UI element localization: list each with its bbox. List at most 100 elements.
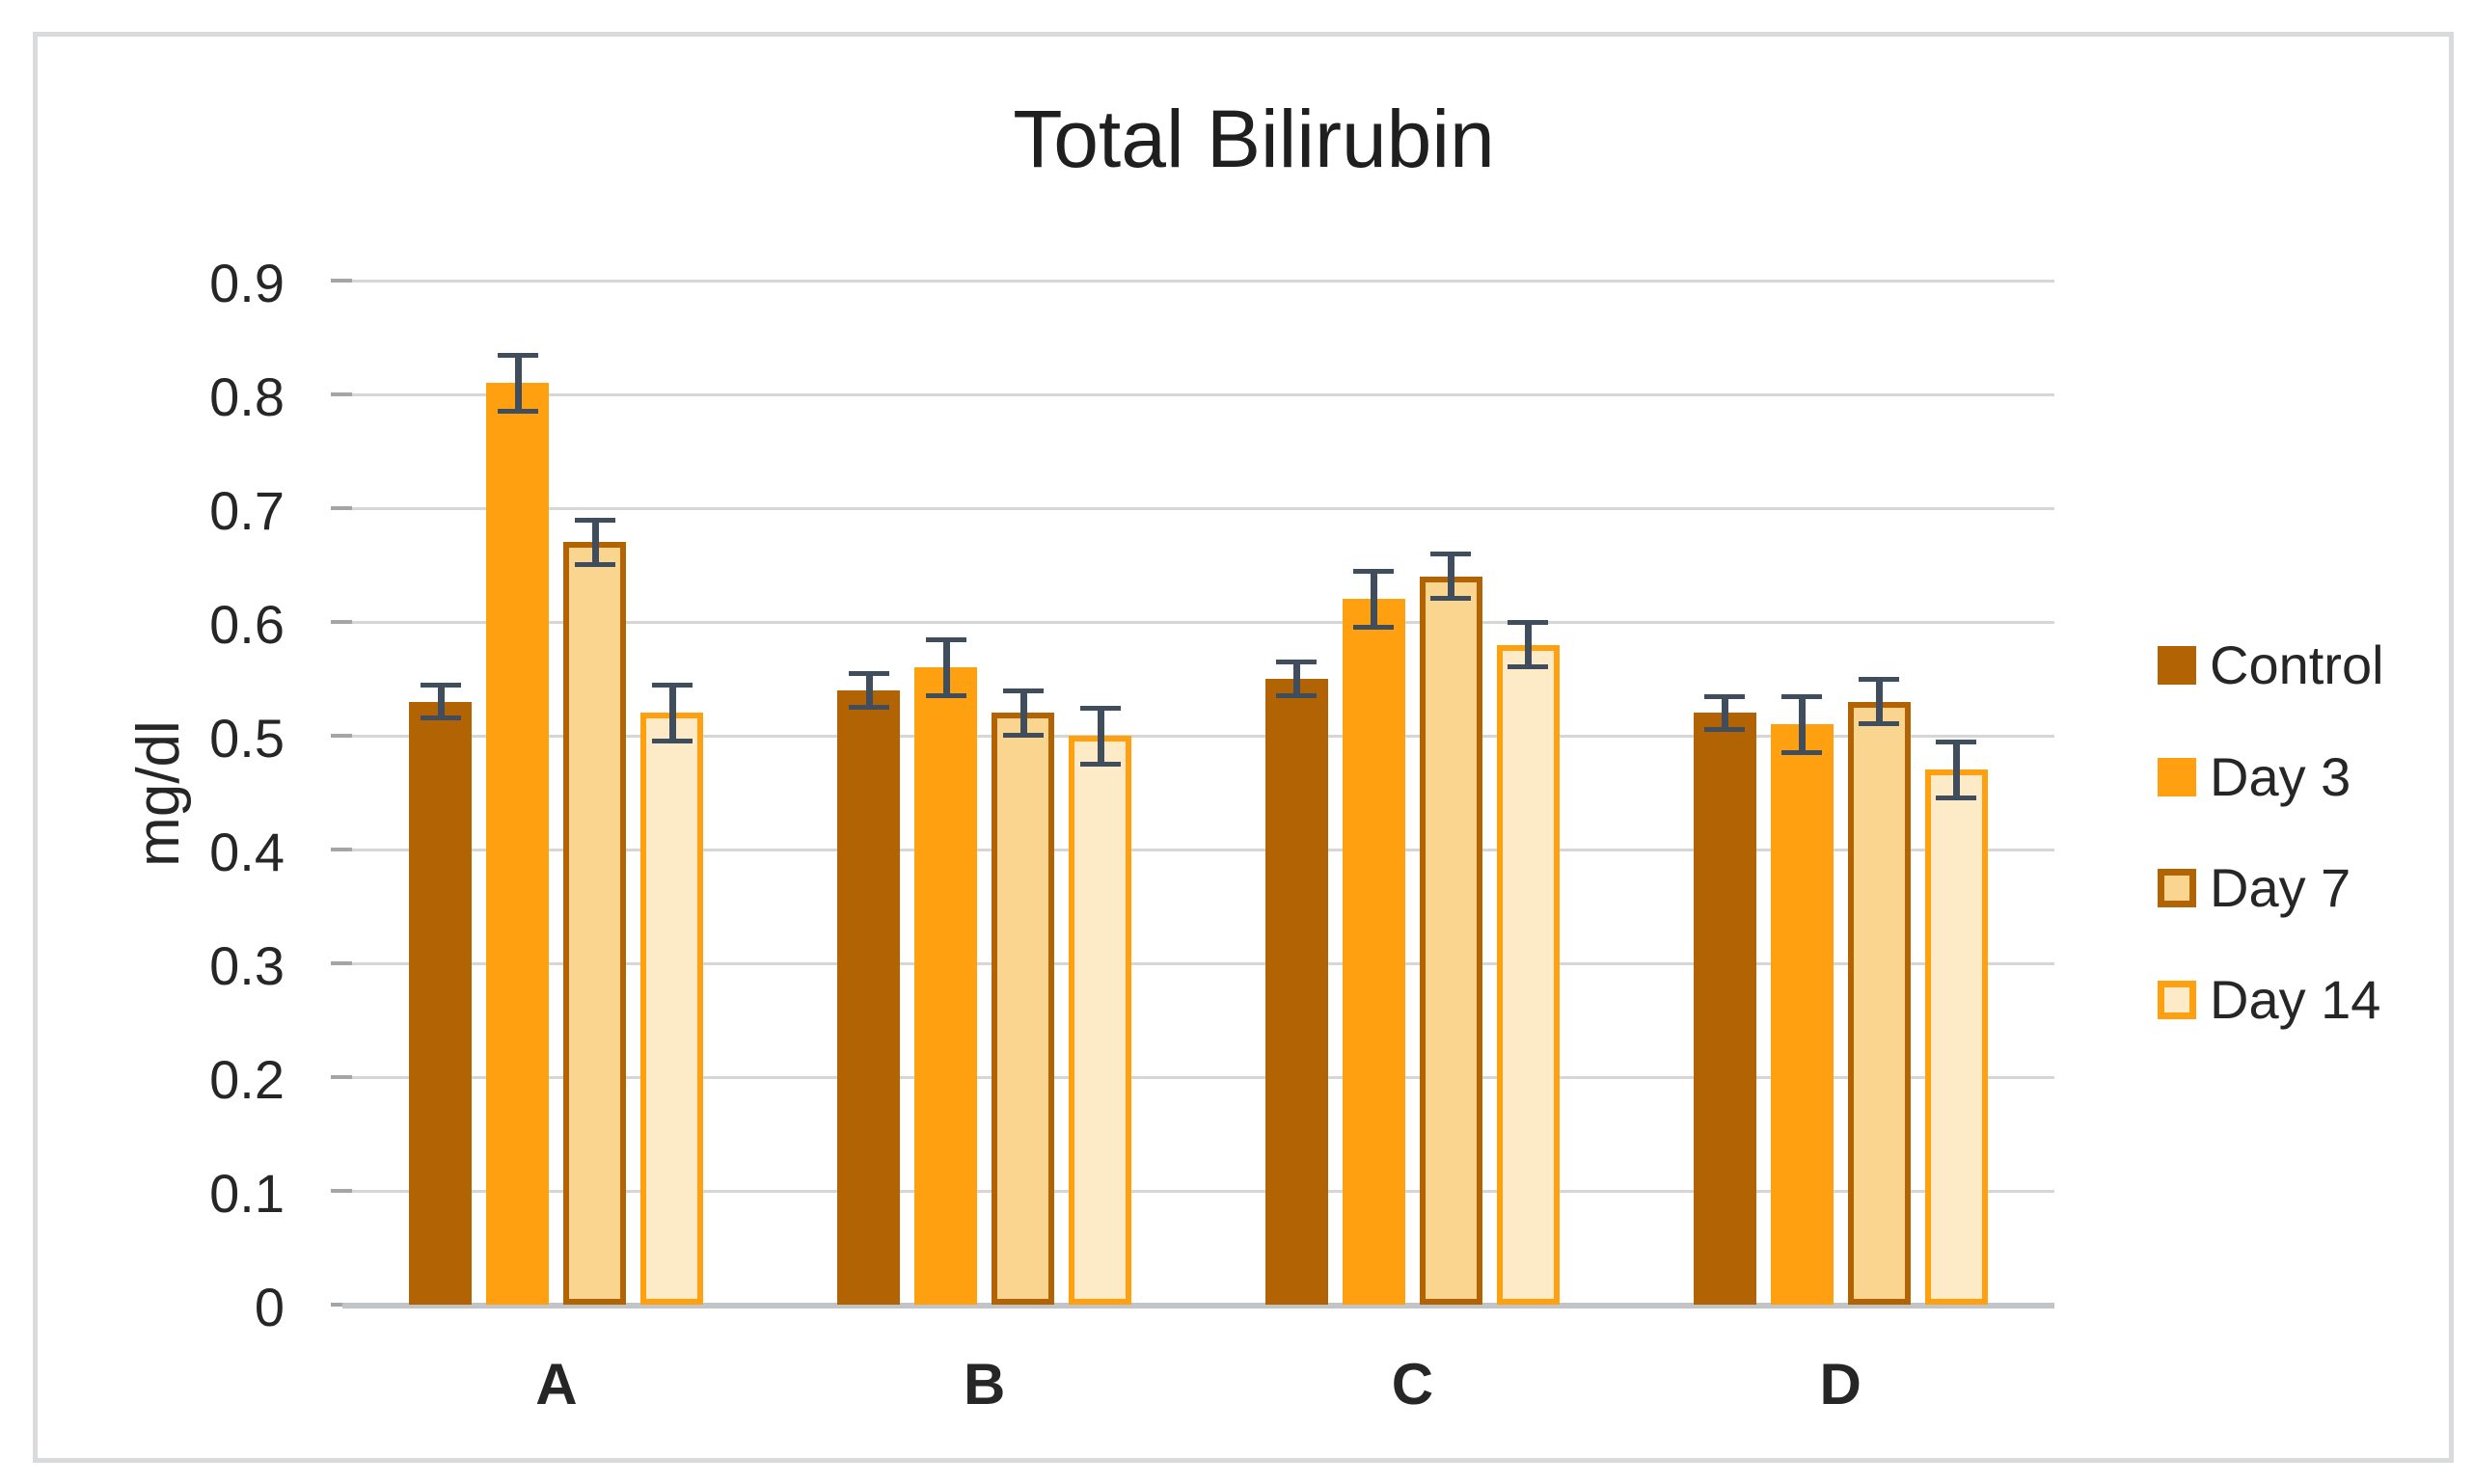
bar-control-b — [837, 689, 901, 1305]
legend-item-day-14: Day 14 — [2158, 973, 2380, 1027]
error-bar — [1293, 661, 1301, 696]
y-axis-tick — [331, 961, 352, 965]
error-bar-cap — [1430, 596, 1472, 602]
error-bar-cap — [1002, 733, 1044, 738]
gridline — [342, 1190, 2054, 1193]
chart-title: Total Bilirubin — [1013, 94, 1495, 184]
error-bar-cap — [497, 352, 538, 358]
error-bar-cap — [925, 692, 966, 698]
y-tick-label: 0.7 — [209, 480, 285, 541]
error-bar — [865, 673, 873, 708]
legend-swatch-day-7 — [2158, 869, 2196, 907]
y-tick-label: 0.4 — [209, 822, 285, 882]
error-bar-cap — [420, 682, 461, 688]
error-bar-cap — [1276, 660, 1318, 665]
bar-control-a — [409, 701, 473, 1305]
x-axis-line — [342, 1303, 2054, 1309]
error-bar — [1876, 679, 1884, 725]
error-bar-cap — [1276, 692, 1318, 698]
error-bar — [1799, 695, 1807, 753]
x-axis-label: C — [1391, 1352, 1434, 1417]
bar-control-d — [1693, 713, 1756, 1305]
error-bar-cap — [1781, 693, 1823, 699]
error-bar-cap — [651, 738, 693, 743]
legend-label: Day 14 — [2210, 969, 2381, 1030]
bar-day-7-c — [1419, 576, 1482, 1305]
gridline — [342, 393, 2054, 396]
error-bar-cap — [1704, 727, 1746, 733]
y-tick-label: 0 — [254, 1277, 285, 1337]
y-tick-label: 0.1 — [209, 1163, 285, 1224]
error-bar-cap — [1079, 705, 1121, 711]
error-bar — [668, 684, 676, 742]
error-bar — [437, 684, 445, 719]
error-bar-cap — [1353, 568, 1395, 574]
error-bar-cap — [1430, 552, 1472, 557]
error-bar — [1722, 695, 1729, 731]
gridline — [342, 962, 2054, 965]
bar-day-3-a — [486, 383, 550, 1305]
error-bar — [1525, 622, 1533, 668]
error-bar — [1371, 570, 1378, 628]
error-bar — [591, 519, 599, 565]
bar-day-3-d — [1770, 724, 1834, 1305]
y-tick-label: 0.3 — [209, 935, 285, 996]
error-bar-cap — [574, 562, 615, 567]
error-bar-cap — [1781, 749, 1823, 755]
bar-day-14-c — [1496, 644, 1560, 1305]
x-axis-label: A — [535, 1352, 578, 1417]
y-axis-tick — [331, 1189, 352, 1193]
error-bar-cap — [1936, 739, 1977, 744]
y-axis-tick — [331, 848, 352, 851]
legend: Control Day 3 Day 7 Day 14 — [2158, 0, 2466, 1484]
error-bar — [1953, 741, 1961, 798]
gridline — [342, 849, 2054, 851]
legend-item-control: Control — [2158, 638, 2384, 692]
error-bar-cap — [1936, 795, 1977, 800]
x-axis-label: D — [1819, 1352, 1862, 1417]
legend-swatch-control — [2158, 646, 2196, 685]
chart-frame — [33, 32, 2454, 1463]
bar-control-c — [1264, 679, 1328, 1305]
bar-day-7-d — [1847, 701, 1911, 1305]
error-bar-cap — [1079, 761, 1121, 767]
legend-item-day-3: Day 3 — [2158, 750, 2351, 804]
error-bar-cap — [1859, 721, 1900, 727]
y-tick-label: 0.8 — [209, 366, 285, 427]
bar-day-14-d — [1924, 769, 1988, 1305]
y-axis-tick — [331, 734, 352, 738]
error-bar-cap — [848, 704, 889, 710]
bar-day-14-b — [1069, 736, 1132, 1305]
error-bar-cap — [848, 671, 889, 677]
error-bar — [1019, 689, 1027, 736]
error-bar — [1448, 553, 1455, 600]
error-bar-cap — [1508, 620, 1549, 625]
error-bar-cap — [574, 517, 615, 523]
error-bar — [942, 638, 950, 696]
error-bar-cap — [925, 636, 966, 642]
y-tick-label: 0.2 — [209, 1049, 285, 1110]
error-bar-cap — [497, 408, 538, 414]
error-bar — [1097, 707, 1104, 765]
y-tick-label: 0.9 — [209, 253, 285, 313]
error-bar — [514, 354, 522, 412]
y-tick-label: 0.6 — [209, 594, 285, 655]
bar-day-14-a — [640, 713, 704, 1305]
y-tick-label: 0.5 — [209, 708, 285, 769]
y-axis-tick — [331, 1075, 352, 1079]
y-axis-tick — [331, 506, 352, 510]
error-bar-cap — [420, 715, 461, 721]
error-bar-cap — [1353, 624, 1395, 630]
legend-item-day-7: Day 7 — [2158, 861, 2351, 915]
legend-swatch-day-3 — [2158, 758, 2196, 796]
error-bar-cap — [1704, 693, 1746, 699]
y-axis-tick — [331, 1303, 352, 1307]
error-bar-cap — [1002, 688, 1044, 693]
legend-label: Day 3 — [2210, 746, 2351, 807]
x-axis-label: B — [963, 1352, 1006, 1417]
bar-day-3-b — [914, 667, 978, 1305]
error-bar-cap — [651, 682, 693, 688]
y-axis-tick — [331, 279, 352, 283]
bar-day-7-b — [992, 713, 1055, 1305]
bar-day-7-a — [563, 542, 627, 1305]
